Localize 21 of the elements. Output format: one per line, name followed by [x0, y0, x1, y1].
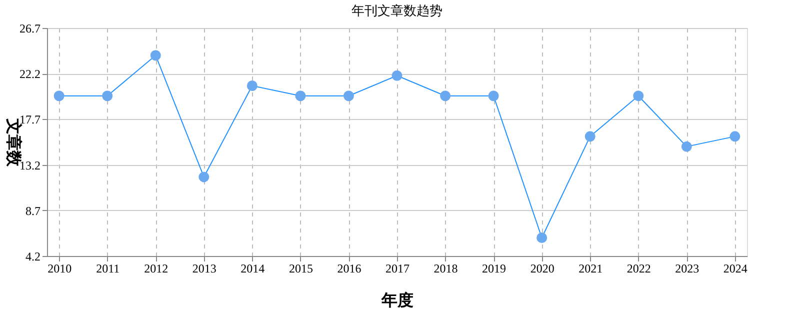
x-axis-title: 年度	[380, 290, 414, 310]
y-tick-label: 4.2	[26, 250, 40, 264]
x-tick-label: 2013	[192, 262, 216, 276]
x-tick-label: 2015	[288, 262, 313, 276]
y-tick-label: 26.7	[20, 22, 40, 36]
chart-title: 年刊文章数趋势	[352, 3, 442, 18]
x-tick-label: 2020	[530, 262, 554, 276]
x-tick-label: 2023	[675, 262, 700, 276]
x-tick-label: 2017	[386, 262, 410, 276]
x-tick-label: 2024	[723, 262, 748, 276]
x-tick-label: 2019	[482, 262, 506, 276]
y-tick-label: 22.2	[20, 67, 40, 82]
x-tick-label: 2018	[434, 262, 458, 276]
x-tick-label: 2010	[48, 262, 72, 276]
y-tick-label: 8.7	[26, 204, 40, 218]
x-tick-label: 2014	[240, 262, 265, 276]
x-tick-label: 2022	[626, 262, 651, 276]
x-tick-label: 2012	[144, 262, 168, 276]
x-tick-label: 2016	[337, 262, 362, 276]
x-tick-label: 2011	[96, 262, 120, 276]
x-tick-label: 2021	[578, 262, 603, 276]
